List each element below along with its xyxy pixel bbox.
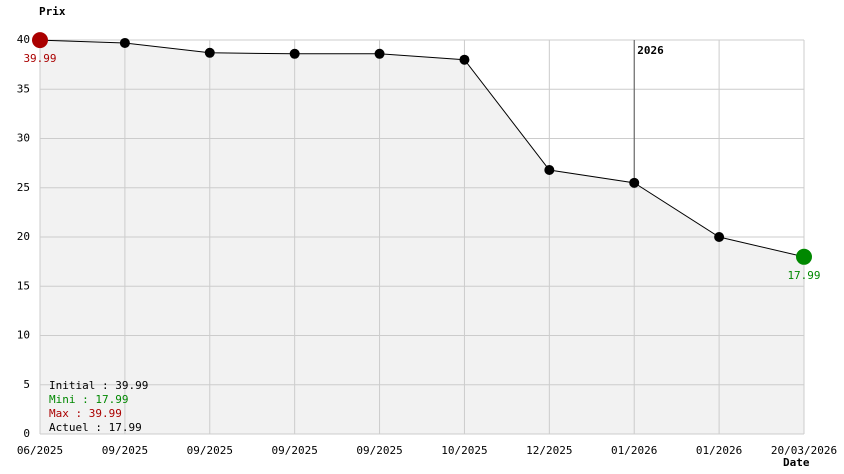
point [544, 165, 555, 176]
x-tick-label: 09/2025 [102, 444, 148, 457]
x-tick-label: 09/2025 [271, 444, 317, 457]
summary-line: Max : 39.99 [49, 407, 122, 420]
summary-line: Actuel : 17.99 [49, 421, 142, 434]
y-tick-label: 20 [17, 230, 30, 243]
point [119, 37, 130, 48]
point [459, 54, 470, 65]
point [32, 32, 48, 49]
line [39, 39, 805, 258]
y-tick-label: 25 [17, 181, 30, 194]
x-axis-label: Date [783, 456, 810, 469]
y-tick-label: 30 [17, 132, 30, 145]
y-tick-label: 5 [23, 378, 30, 391]
year-marker-label: 2026 [637, 44, 664, 57]
point [204, 47, 215, 58]
x-tick-label: 06/2025 [17, 444, 63, 457]
summary-line: Initial : 39.99 [49, 379, 148, 392]
x-tick-label: 09/2025 [187, 444, 233, 457]
y-tick-label: 15 [17, 279, 30, 292]
summary-line: Mini : 17.99 [49, 393, 128, 406]
value-label: 39.99 [23, 52, 56, 65]
x-tick-label: 09/2025 [356, 444, 402, 457]
y-tick-label: 0 [23, 427, 30, 440]
point [629, 177, 640, 188]
y-tick-label: 35 [17, 82, 30, 95]
point [289, 48, 300, 59]
value-label: 17.99 [787, 269, 820, 282]
point [374, 48, 385, 59]
y-tick-label: 10 [17, 329, 30, 342]
point [714, 232, 725, 242]
x-tick-label: 01/2026 [611, 444, 657, 457]
x-tick-label: 10/2025 [441, 444, 487, 457]
y-tick-label: 40 [17, 33, 30, 46]
x-tick-label: 01/2026 [696, 444, 742, 457]
x-tick-label: 12/2025 [526, 444, 572, 457]
x-tick-label: 20/03/2026 [771, 444, 837, 457]
y-axis-label: Prix [39, 5, 66, 18]
point [796, 248, 812, 265]
